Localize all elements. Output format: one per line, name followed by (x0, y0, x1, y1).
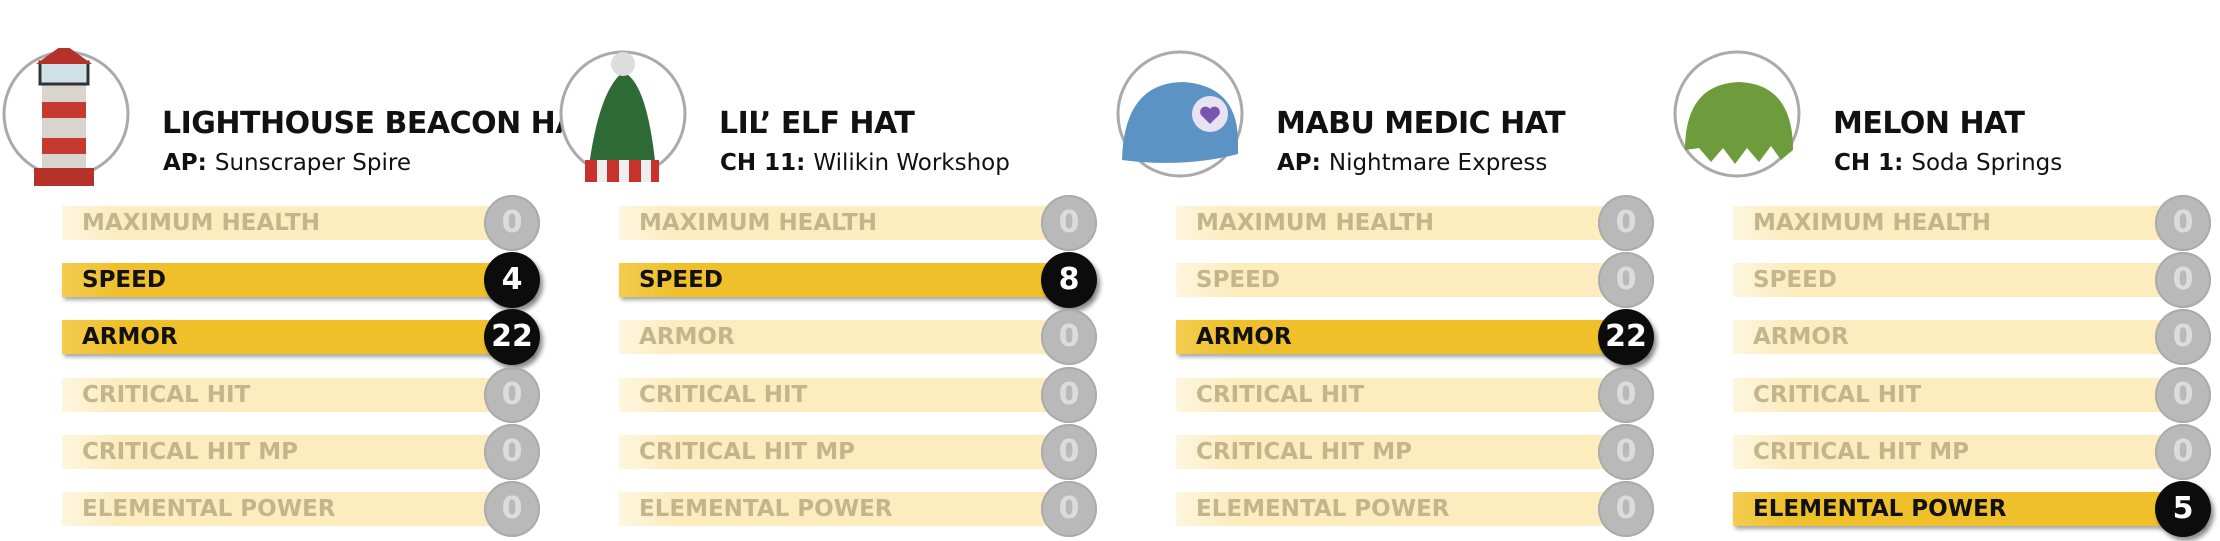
stat-value: 0 (484, 195, 540, 251)
stat-value: 0 (1598, 366, 1654, 423)
stat-value: 0 (2155, 423, 2211, 480)
stat-name: ARMOR (1753, 324, 1849, 351)
hat-icon (1116, 50, 1244, 178)
hat-card: LIGHTHOUSE BEACON HAT AP: Sunscraper Spire… (0, 0, 596, 541)
stat-value: 0 (1041, 366, 1097, 423)
stat-bar: CRITICAL HIT (62, 377, 532, 412)
stat-name: SPEED (1196, 267, 1280, 294)
stat-name: SPEED (1753, 267, 1837, 294)
hat-card: LIL’ ELF HAT CH 11: Wilikin Workshop MAXIMU… (557, 0, 1107, 541)
stat-name: MAXIMUM HEALTH (639, 210, 877, 236)
source-text: Nightmare Express (1328, 150, 1548, 176)
hat-card: MELON HAT CH 1: Soda Springs MAXIMUM HEALTH… (1671, 0, 2220, 541)
stat-value: 5 (2155, 481, 2211, 537)
hat-source: CH 11: Wilikin Workshop (720, 150, 1010, 176)
stat-value: 0 (1041, 309, 1097, 366)
source-label: CH 11: (720, 150, 806, 176)
stat-value: 0 (484, 423, 540, 480)
stat-name: MAXIMUM HEALTH (1196, 210, 1434, 236)
source-text: Soda Springs (1911, 150, 2063, 176)
stat-name: CRITICAL HIT MP (82, 438, 298, 465)
hat-source: AP: Nightmare Express (1277, 150, 1547, 176)
stat-name: CRITICAL HIT MP (639, 438, 855, 465)
stat-bar: CRITICAL HIT (1176, 377, 1646, 412)
hat-name: LIL’ ELF HAT (719, 106, 915, 141)
stat-bar: ELEMENTAL POWER (619, 492, 1089, 526)
stat-value: 0 (2155, 252, 2211, 309)
stat-bar: MAXIMUM HEALTH (62, 206, 532, 240)
hat-name: LIGHTHOUSE BEACON HAT (162, 106, 596, 141)
stat-bar: SPEED (619, 263, 1089, 298)
stat-bar: ARMOR (1733, 320, 2203, 355)
stat-name: SPEED (82, 267, 166, 294)
stat-value: 0 (1598, 481, 1654, 537)
stat-value: 22 (1598, 309, 1654, 366)
stat-bar: CRITICAL HIT MP (62, 434, 532, 469)
stat-name: SPEED (639, 267, 723, 294)
stat-bar: ELEMENTAL POWER (1733, 492, 2203, 526)
stat-bar: ELEMENTAL POWER (62, 492, 532, 526)
stat-value: 0 (2155, 366, 2211, 423)
source-text: Wilikin Workshop (813, 150, 1010, 176)
hat-name: MABU MEDIC HAT (1276, 106, 1566, 141)
stat-name: ELEMENTAL POWER (82, 496, 336, 522)
stat-name: ELEMENTAL POWER (1196, 496, 1450, 522)
hat-card: MABU MEDIC HAT AP: Nightmare Express MAXIMU… (1114, 0, 1664, 541)
stat-bar: CRITICAL HIT MP (1733, 434, 2203, 469)
stat-bar: MAXIMUM HEALTH (1176, 206, 1646, 240)
stat-bar: SPEED (62, 263, 532, 298)
source-label: AP: (1277, 150, 1321, 176)
stat-bar: ARMOR (62, 320, 532, 355)
source-label: CH 1: (1834, 150, 1904, 176)
stat-bar: CRITICAL HIT MP (619, 434, 1089, 469)
stat-value: 4 (484, 252, 540, 309)
stat-value: 0 (1041, 481, 1097, 537)
stat-value: 0 (2155, 309, 2211, 366)
hat-icon (2, 48, 130, 186)
stat-name: MAXIMUM HEALTH (1753, 210, 1991, 236)
hat-source: AP: Sunscraper Spire (163, 150, 411, 176)
stat-value: 8 (1041, 252, 1097, 309)
stat-name: CRITICAL HIT (1196, 381, 1365, 408)
hat-icon (559, 50, 687, 182)
hat-source: CH 1: Soda Springs (1834, 150, 2062, 176)
stat-name: ARMOR (639, 324, 735, 351)
stat-value: 22 (484, 309, 540, 366)
stat-name: MAXIMUM HEALTH (82, 210, 320, 236)
stat-bar: CRITICAL HIT MP (1176, 434, 1646, 469)
stat-name: ELEMENTAL POWER (639, 496, 893, 522)
stat-name: ARMOR (82, 324, 178, 351)
source-label: AP: (163, 150, 207, 176)
stat-bar: ARMOR (1176, 320, 1646, 355)
stat-bar: ELEMENTAL POWER (1176, 492, 1646, 526)
stat-name: CRITICAL HIT MP (1753, 438, 1969, 465)
stat-value: 0 (484, 366, 540, 423)
stat-value: 0 (1041, 195, 1097, 251)
hat-name: MELON HAT (1833, 106, 2025, 141)
stat-value: 0 (484, 481, 540, 537)
stat-value: 0 (1041, 423, 1097, 480)
stat-bar: ARMOR (619, 320, 1089, 355)
stat-value: 0 (1598, 195, 1654, 251)
stat-name: CRITICAL HIT (82, 381, 251, 408)
stat-bar: SPEED (1176, 263, 1646, 298)
hat-icon (1673, 50, 1801, 178)
stat-bar: MAXIMUM HEALTH (1733, 206, 2203, 240)
source-text: Sunscraper Spire (214, 150, 411, 176)
stat-name: CRITICAL HIT MP (1196, 438, 1412, 465)
stat-bar: CRITICAL HIT (619, 377, 1089, 412)
stat-value: 0 (1598, 423, 1654, 480)
stat-bar: MAXIMUM HEALTH (619, 206, 1089, 240)
stat-name: ELEMENTAL POWER (1753, 496, 2007, 522)
stat-bar: CRITICAL HIT (1733, 377, 2203, 412)
stat-value: 0 (2155, 195, 2211, 251)
stat-name: CRITICAL HIT (639, 381, 808, 408)
stat-name: ARMOR (1196, 324, 1292, 351)
stat-name: CRITICAL HIT (1753, 381, 1922, 408)
stat-bar: SPEED (1733, 263, 2203, 298)
stat-value: 0 (1598, 252, 1654, 309)
